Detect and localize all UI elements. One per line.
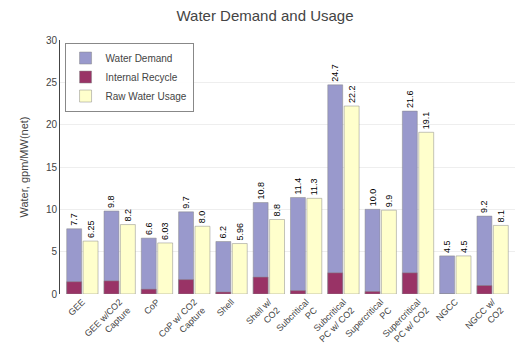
svg-text:GEE w/CO2Capture: GEE w/CO2Capture	[83, 297, 133, 347]
svg-text:SubcriticalPC w/ CO2: SubcriticalPC w/ CO2	[309, 297, 356, 344]
svg-text:8.8: 8.8	[272, 204, 282, 217]
svg-text:Water, gpm/MW(net): Water, gpm/MW(net)	[18, 116, 30, 217]
svg-text:NGCC: NGCC	[434, 297, 460, 323]
svg-text:Shell w/CO2: Shell w/CO2	[244, 297, 282, 335]
svg-text:4.5: 4.5	[459, 240, 469, 253]
svg-text:Shell: Shell	[215, 297, 236, 318]
svg-text:11.3: 11.3	[309, 178, 319, 195]
svg-text:19.1: 19.1	[421, 112, 431, 130]
svg-text:5: 5	[51, 246, 57, 257]
svg-text:15: 15	[46, 162, 58, 173]
svg-text:10.0: 10.0	[368, 189, 378, 207]
svg-text:11.4: 11.4	[293, 178, 303, 195]
svg-text:Water Demand and Usage: Water Demand and Usage	[176, 7, 353, 24]
svg-text:CoP: CoP	[142, 297, 161, 316]
svg-text:NGCC w/CO2: NGCC w/CO2	[463, 297, 506, 340]
svg-text:6.25: 6.25	[86, 221, 96, 239]
svg-text:Raw Water Usage: Raw Water Usage	[106, 91, 187, 102]
svg-text:Water Demand: Water Demand	[106, 53, 173, 64]
svg-text:7.7: 7.7	[69, 213, 79, 226]
svg-text:25: 25	[46, 77, 58, 88]
svg-text:9.2: 9.2	[479, 201, 489, 214]
svg-text:8.2: 8.2	[123, 209, 133, 222]
svg-text:CoP w/ CO2Capture: CoP w/ CO2Capture	[157, 297, 208, 348]
svg-text:SupercriticalPC w/ CO2: SupercriticalPC w/ CO2	[381, 297, 431, 347]
svg-text:6.03: 6.03	[160, 222, 170, 240]
svg-text:0: 0	[51, 289, 57, 300]
svg-text:Internal Recycle: Internal Recycle	[106, 72, 178, 83]
svg-text:9.8: 9.8	[106, 196, 116, 209]
svg-text:21.6: 21.6	[405, 91, 415, 109]
svg-text:9.7: 9.7	[181, 196, 191, 209]
svg-text:20: 20	[46, 119, 58, 130]
svg-text:24.7: 24.7	[330, 64, 340, 82]
svg-text:30: 30	[46, 35, 58, 46]
svg-text:9.9: 9.9	[384, 195, 394, 208]
svg-text:SupercriticalPC: SupercriticalPC	[343, 297, 394, 348]
svg-text:8.0: 8.0	[197, 211, 207, 224]
svg-text:22.2: 22.2	[347, 86, 357, 104]
svg-text:6.6: 6.6	[144, 223, 154, 236]
svg-text:10.8: 10.8	[256, 182, 266, 200]
svg-text:8.1: 8.1	[496, 210, 506, 223]
svg-text:4.5: 4.5	[442, 240, 452, 253]
svg-text:5.96: 5.96	[235, 223, 245, 241]
svg-text:GEE: GEE	[66, 297, 87, 318]
svg-text:6.2: 6.2	[218, 226, 228, 239]
svg-text:SubcriticalPC: SubcriticalPC	[274, 297, 319, 342]
svg-text:10: 10	[46, 204, 58, 215]
